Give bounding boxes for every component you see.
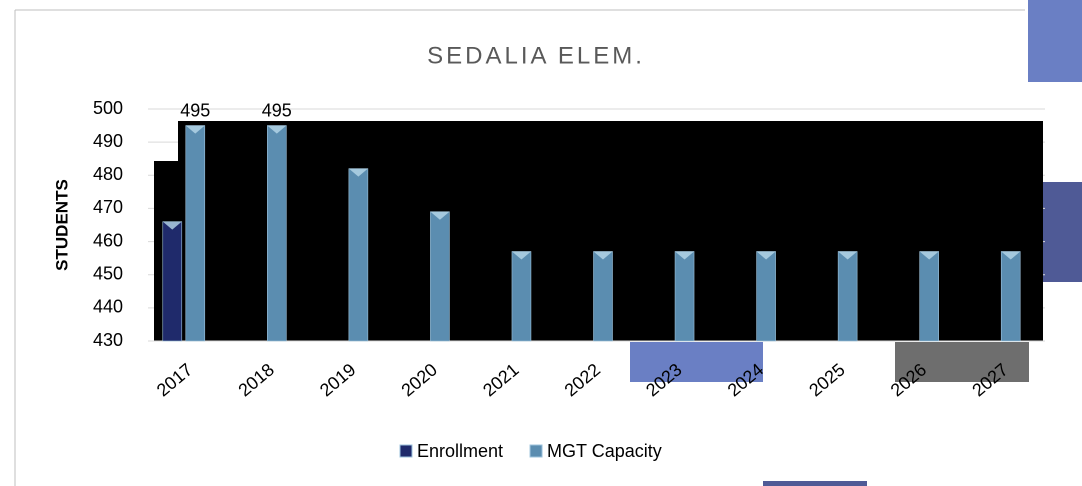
value-label: 495 (262, 100, 292, 120)
bar (511, 251, 532, 342)
x-tick-label: 2020 (398, 359, 442, 400)
legend-label: Enrollment (417, 441, 503, 461)
bar-cap (756, 251, 776, 260)
bar (348, 168, 369, 342)
bar-cap (511, 251, 531, 260)
bar-cap (162, 221, 182, 230)
bar (837, 251, 858, 342)
overlay-block (1040, 182, 1082, 282)
bar-cap (430, 211, 450, 220)
y-tick-label: 480 (93, 164, 123, 184)
y-tick-label: 500 (93, 98, 123, 118)
x-tick-label: 2019 (316, 359, 360, 400)
y-tick-label: 430 (93, 330, 123, 350)
bar-cap (675, 251, 695, 260)
legend-label: MGT Capacity (547, 441, 662, 461)
x-tick-label: 2025 (805, 359, 849, 400)
bar (267, 125, 287, 342)
y-tick-label: 460 (93, 230, 123, 250)
bar-cap (1001, 251, 1021, 260)
bar-cap (838, 251, 858, 260)
y-tick-label: 440 (93, 297, 123, 317)
chart-title: SEDALIA ELEM. (427, 42, 645, 69)
x-tick-label: 2018 (234, 359, 278, 400)
bar (430, 211, 450, 342)
value-label: 495 (180, 100, 210, 120)
legend-swatch (529, 444, 543, 458)
bar-cap (919, 251, 939, 260)
legend-swatch (399, 444, 413, 458)
bar (919, 251, 939, 342)
bar-cap (185, 125, 205, 134)
overlay-block (895, 342, 1029, 382)
bar (593, 251, 613, 342)
overlay-block (1028, 0, 1082, 82)
overlay-block (763, 481, 867, 486)
bar-cap (348, 168, 368, 177)
bar (1000, 251, 1021, 342)
y-axis-label: STUDENTS (52, 179, 71, 271)
x-tick-label: 2017 (153, 359, 197, 400)
x-tick-label: 2022 (561, 359, 605, 400)
overlay-block (630, 342, 763, 382)
bar (756, 251, 776, 342)
y-tick-label: 490 (93, 131, 123, 151)
bar (162, 221, 183, 342)
y-tick-label: 450 (93, 263, 123, 283)
x-tick-label: 2021 (479, 359, 523, 400)
bar-cap (593, 251, 613, 260)
bar (185, 125, 206, 342)
bar-cap (267, 125, 287, 134)
bar (674, 251, 695, 342)
y-tick-label: 470 (93, 197, 123, 217)
